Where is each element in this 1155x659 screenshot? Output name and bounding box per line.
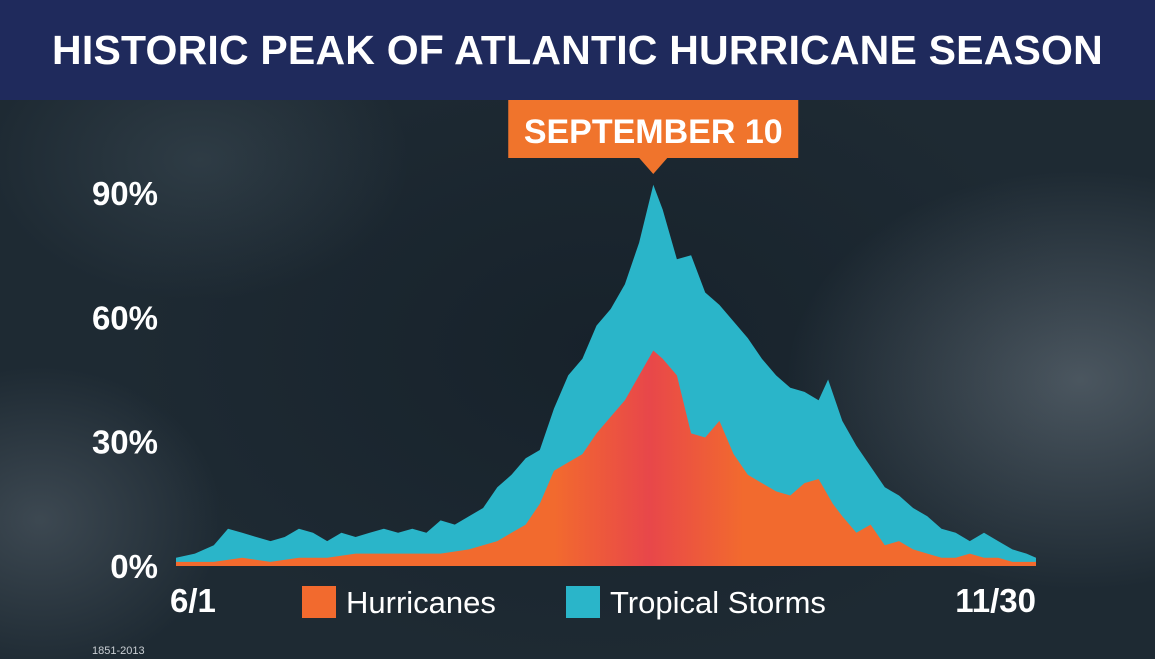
legend-item: Tropical Storms bbox=[566, 585, 826, 620]
y-tick-label: 30% bbox=[92, 424, 158, 461]
legend-item: Hurricanes bbox=[302, 585, 496, 620]
callout-pointer bbox=[639, 158, 668, 174]
source-years-note: 1851-2013 bbox=[92, 645, 145, 657]
callout-box bbox=[508, 100, 799, 158]
page-title: HISTORIC PEAK OF ATLANTIC HURRICANE SEAS… bbox=[52, 26, 1103, 73]
legend-swatch bbox=[302, 586, 336, 618]
legend-label: Tropical Storms bbox=[610, 585, 826, 620]
plot-areas bbox=[176, 184, 1036, 566]
y-tick-label: 90% bbox=[92, 175, 158, 212]
tropical-storms-area bbox=[176, 184, 1036, 566]
x-tick-label: 6/1 bbox=[170, 582, 216, 619]
y-tick-label: 0% bbox=[110, 548, 158, 585]
title-bar: HISTORIC PEAK OF ATLANTIC HURRICANE SEAS… bbox=[0, 0, 1155, 100]
peak-callout: SEPTEMBER 10 bbox=[508, 100, 799, 174]
x-axis-ticks: 6/1 11/30 bbox=[170, 582, 1036, 619]
callout-label: SEPTEMBER 10 bbox=[524, 113, 783, 151]
legend-swatch bbox=[566, 586, 600, 618]
legend: Hurricanes Tropical Storms bbox=[302, 585, 826, 620]
y-axis-ticks: 0% 30% 60% 90% bbox=[92, 175, 158, 585]
y-tick-label: 60% bbox=[92, 299, 158, 336]
hurricanes-area bbox=[176, 350, 1036, 566]
legend-label: Hurricanes bbox=[346, 585, 496, 620]
x-tick-label: 11/30 bbox=[955, 582, 1036, 619]
